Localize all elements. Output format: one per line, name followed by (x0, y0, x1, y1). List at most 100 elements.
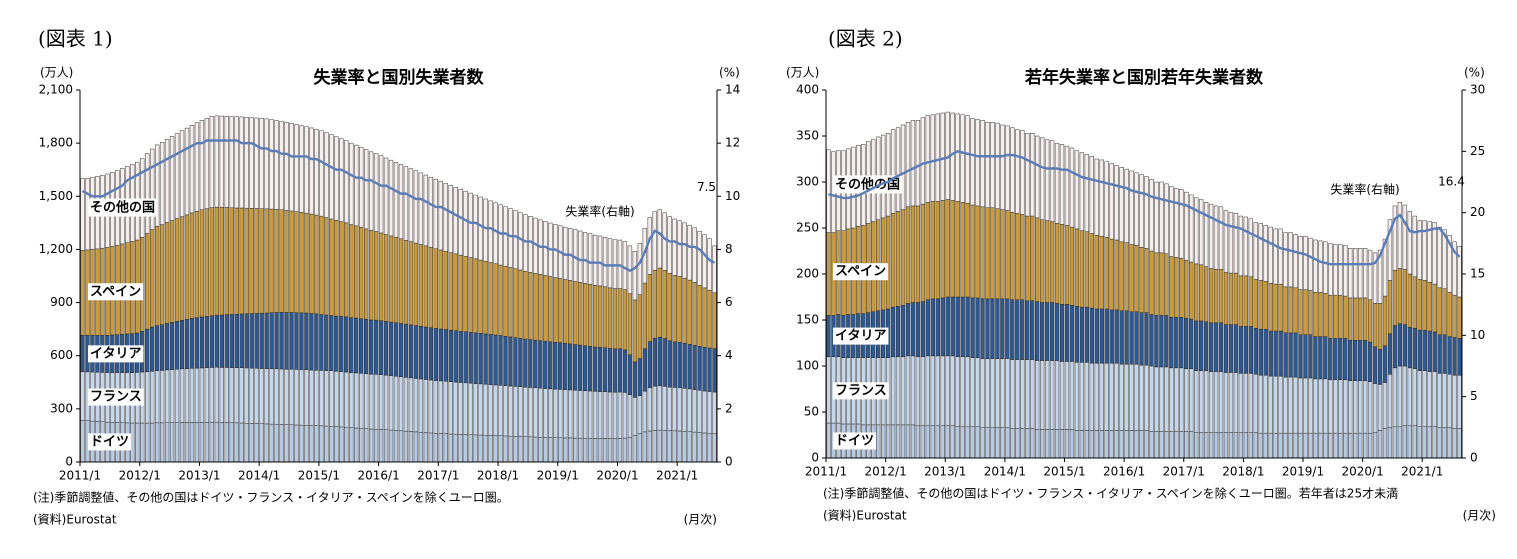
bar-segment (1149, 365, 1154, 432)
bar-segment (1218, 322, 1224, 372)
bar-segment (388, 235, 394, 323)
bar-segment (955, 113, 960, 202)
bar-segment (1412, 368, 1417, 427)
bar-segment (453, 330, 458, 383)
x-tick-label: 2019/1 (1282, 465, 1324, 479)
bar-segment (1253, 374, 1258, 433)
bar-segment (214, 314, 220, 368)
bar-segment (463, 331, 468, 384)
bar-segment (344, 371, 349, 428)
bar-segment (493, 202, 498, 265)
bar-segment (339, 316, 344, 372)
bar-segment (463, 382, 468, 435)
bar-segment (1412, 425, 1417, 459)
bar-segment (1159, 366, 1164, 432)
bar-segment (1054, 303, 1060, 361)
bar-segment (1417, 329, 1422, 371)
bar-segment (274, 209, 279, 313)
bar-segment (314, 370, 319, 426)
bar-segment (1198, 432, 1204, 459)
bar-segment (483, 333, 488, 385)
bar-segment (642, 431, 648, 463)
segment-label: イタリア (90, 346, 141, 361)
bar-segment (672, 387, 677, 432)
bar-segment (498, 435, 503, 463)
bar-segment (309, 127, 314, 215)
bar-segment (1437, 226, 1442, 289)
bar-segment (259, 208, 264, 314)
bar-segment (890, 129, 896, 214)
bar-segment (622, 349, 628, 393)
bar-segment (702, 346, 707, 392)
bar-segment (1427, 282, 1432, 332)
bar-segment (573, 344, 578, 391)
bar-segment (1114, 363, 1119, 431)
bar-segment (1457, 296, 1462, 339)
bar-segment (965, 426, 970, 459)
bar-segment (428, 247, 434, 328)
data-label: 7.5 (697, 180, 716, 194)
bar-segment (876, 424, 881, 459)
bar-segment (388, 429, 394, 463)
bar-segment (349, 317, 354, 373)
bar-segment (433, 248, 438, 329)
bar-segment (1039, 302, 1045, 361)
bar-segment (1258, 328, 1263, 376)
bar-segment (458, 434, 463, 463)
bar-segment (354, 427, 359, 463)
bar-segment (657, 336, 662, 387)
bar-segment (324, 370, 329, 427)
bar-segment (995, 298, 1000, 359)
bar-segment (403, 166, 409, 241)
bar-segment (154, 144, 160, 227)
bar-segment (980, 120, 985, 208)
bar-segment (224, 314, 229, 368)
bar-segment (289, 424, 294, 463)
bar-segment (1407, 273, 1412, 328)
bar-segment (433, 433, 438, 463)
bar-segment (219, 115, 224, 208)
bar-segment (1198, 199, 1204, 266)
bar-segment (1194, 263, 1199, 322)
bar-segment (219, 207, 224, 316)
bar-segment (478, 196, 483, 261)
bar-segment (309, 213, 314, 314)
segment-label-group: その他の国 (833, 175, 903, 194)
bar-segment (229, 314, 234, 368)
bar-segment (1233, 272, 1239, 325)
x-tick-label: 2015/1 (1043, 465, 1085, 479)
bar-segment (1377, 249, 1383, 304)
bar-segment (334, 315, 339, 372)
bar-segment (697, 390, 702, 433)
bar-segment (1432, 283, 1437, 333)
bar-segment (1084, 430, 1090, 459)
bar-segment (920, 356, 926, 427)
bar-segment (692, 227, 697, 283)
bar-segment (1174, 257, 1179, 318)
bar-segment (224, 115, 229, 208)
bar-segment (1447, 374, 1452, 428)
bar-segment (249, 208, 254, 314)
bar-segment (184, 422, 190, 463)
bar-segment (388, 321, 394, 376)
bar-segment (1392, 325, 1398, 369)
segment-label-bg (833, 432, 877, 450)
bar-segment (299, 369, 304, 426)
bar-segment (1407, 327, 1412, 369)
bar-segment (503, 435, 508, 463)
bar-segment (159, 224, 165, 325)
bar-segment (1010, 428, 1015, 459)
bar-segment (159, 422, 165, 463)
bar-segment (214, 367, 220, 423)
bar-segment (244, 422, 249, 463)
bar-segment (677, 342, 682, 389)
bar-segment (363, 149, 369, 230)
bar-segment (945, 355, 950, 427)
bar-segment (1020, 213, 1025, 300)
bar-segment (1089, 363, 1094, 431)
bar-segment (558, 389, 563, 438)
bar-segment (1253, 328, 1258, 375)
bar-segment (1353, 380, 1358, 434)
bar-segment (548, 276, 553, 342)
bar-segment (1223, 210, 1229, 273)
